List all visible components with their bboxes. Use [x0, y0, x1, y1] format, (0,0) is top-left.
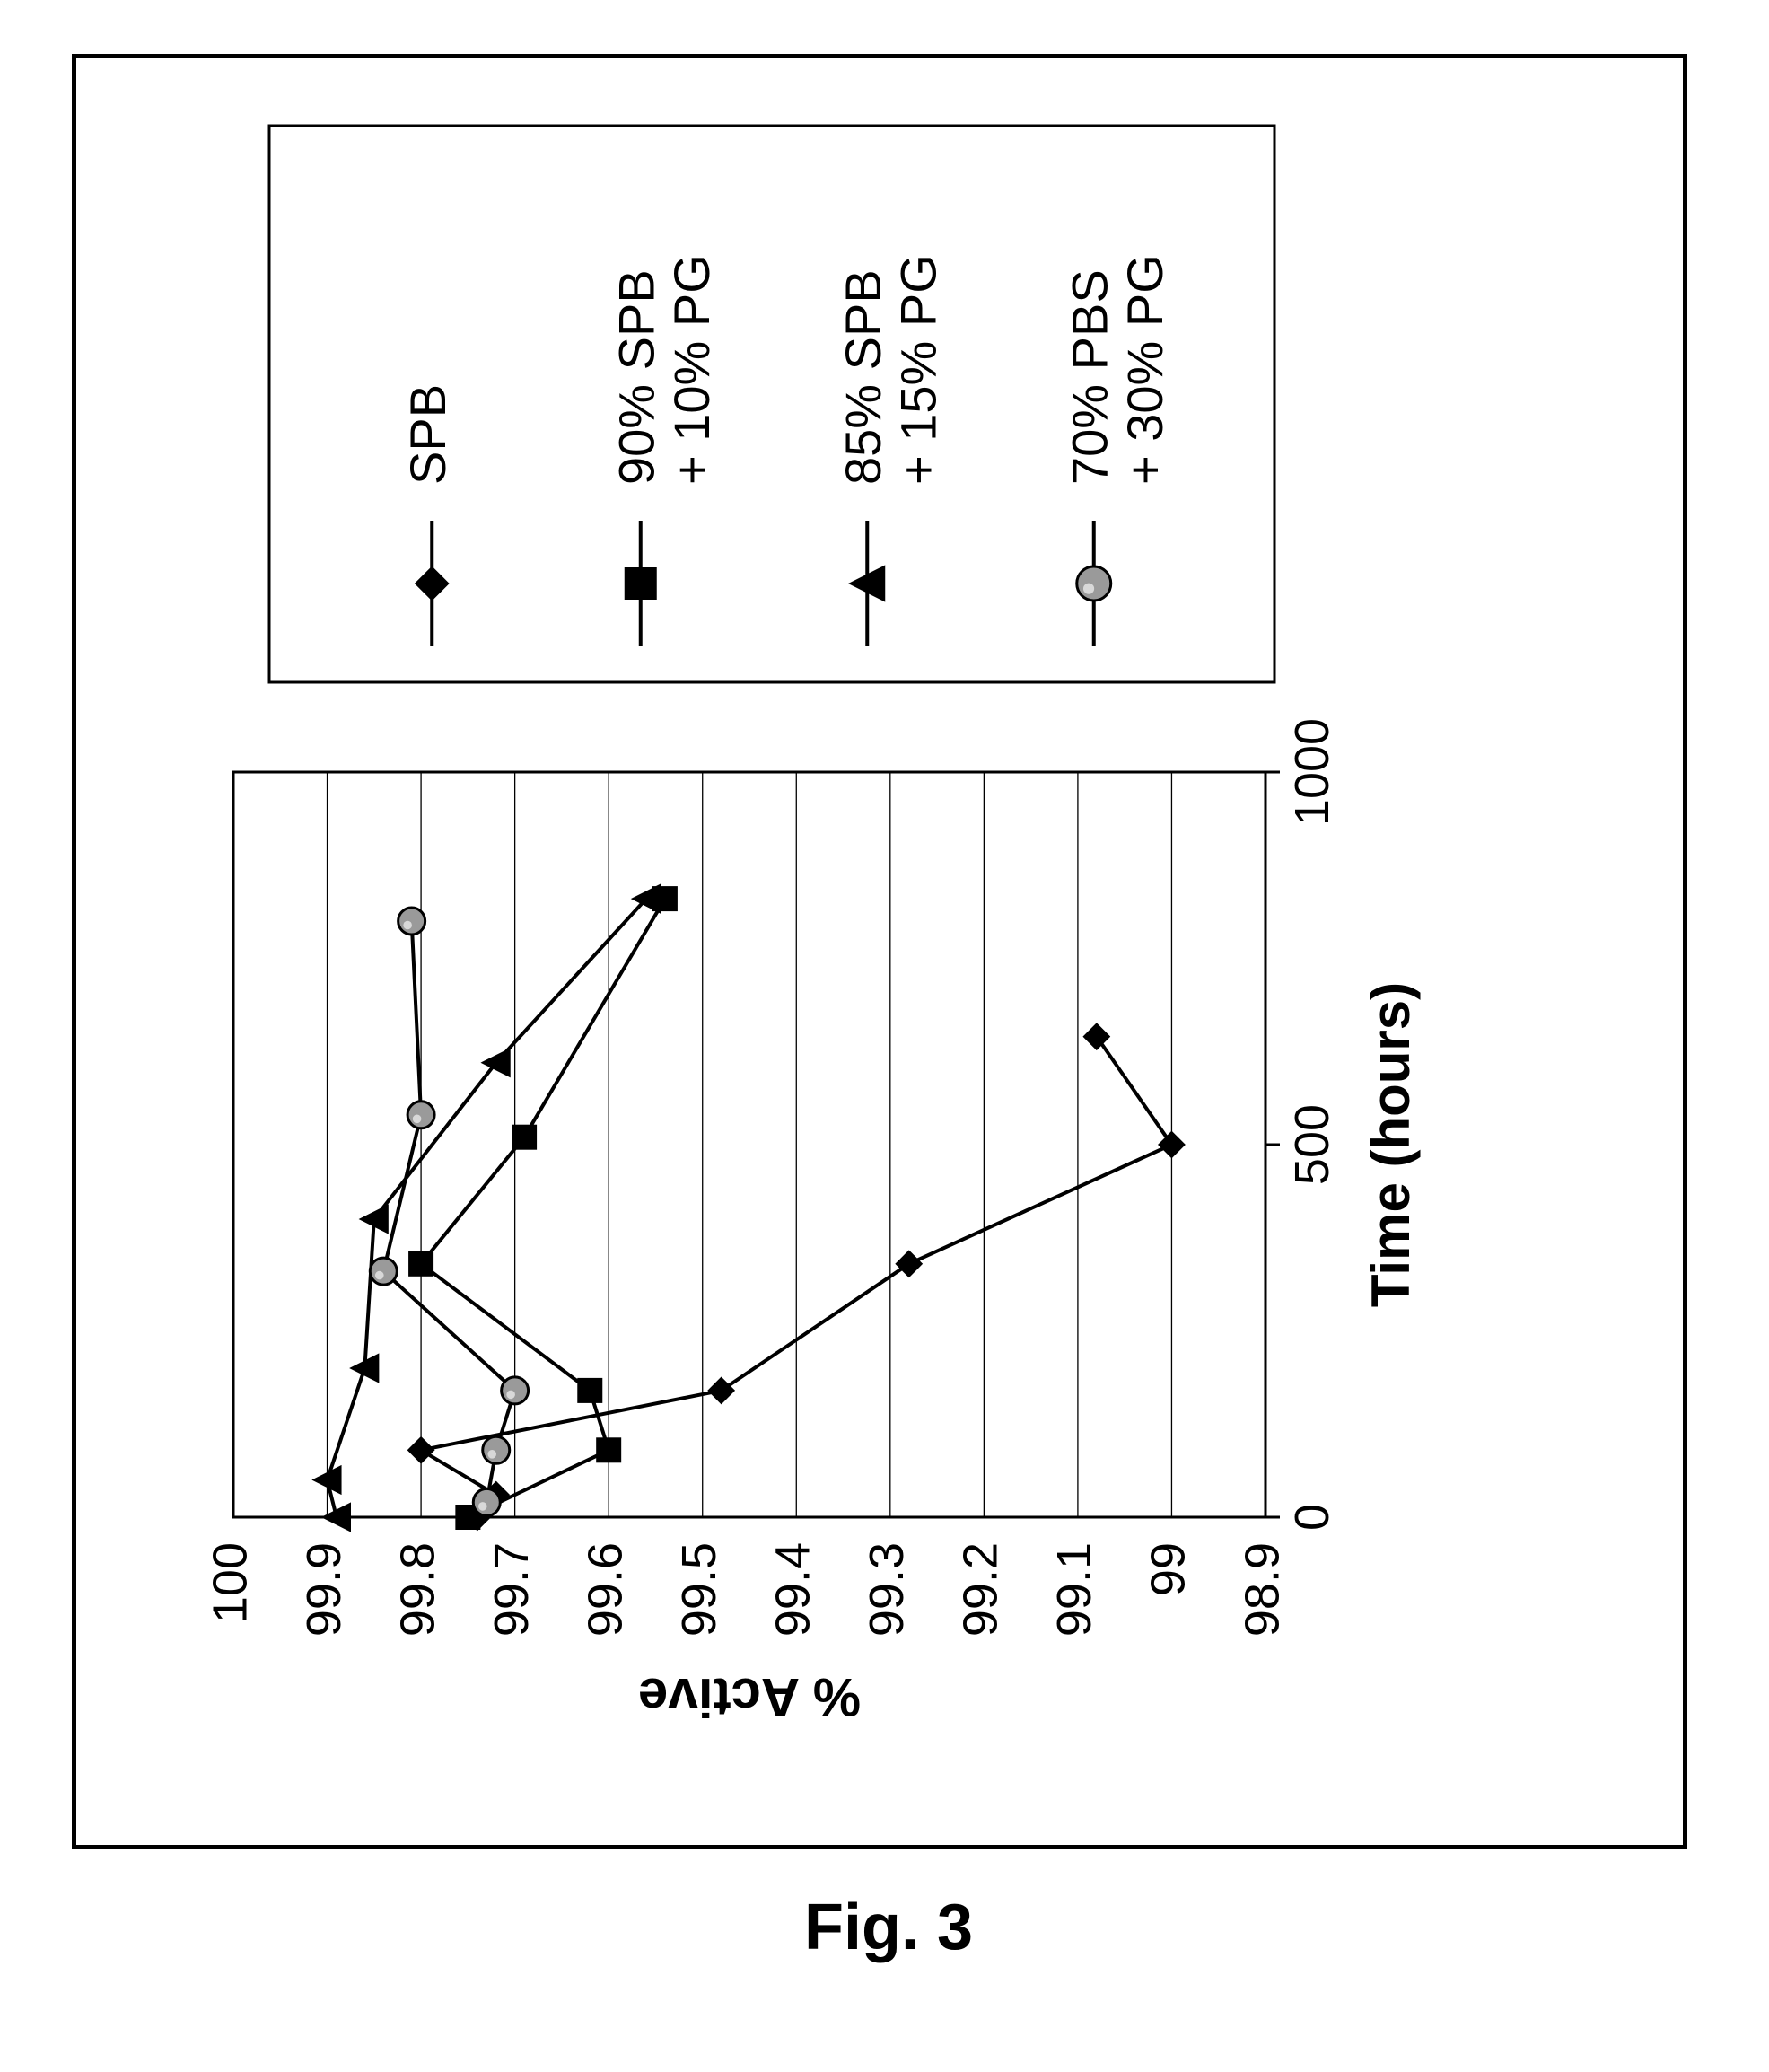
svg-text:0: 0	[1285, 1504, 1339, 1531]
svg-text:99.1: 99.1	[1047, 1542, 1101, 1637]
svg-text:500: 500	[1285, 1104, 1339, 1185]
rotated-chart-wrapper: 98.9 99 99.1 99.2 99.3 99.4 99.5 99.6 99.7 99.8 99…	[117, 99, 1642, 1804]
svg-text:99.3: 99.3	[860, 1542, 914, 1637]
svg-text:100: 100	[203, 1542, 257, 1623]
svg-text:1000: 1000	[1285, 718, 1339, 826]
page: 98.9 99 99.1 99.2 99.3 99.4 99.5 99.6 99.7 99.8 99…	[0, 0, 1769, 2072]
legend: SPB 90% SPB+ 10% PG 85% SPB+ 15% PG 70% PBS…	[269, 126, 1274, 682]
svg-text:99: 99	[1142, 1542, 1195, 1596]
svg-text:+ 30% PG: + 30% PG	[1117, 254, 1173, 485]
svg-text:99.4: 99.4	[766, 1542, 820, 1637]
svg-text:98.9: 98.9	[1235, 1542, 1289, 1637]
svg-text:99.6: 99.6	[578, 1542, 632, 1637]
chart-container: 98.9 99 99.1 99.2 99.3 99.4 99.5 99.6 99.7 99.8 99…	[171, 90, 1467, 1751]
x-axis-label: Time (hours)	[1361, 982, 1421, 1307]
svg-text:+ 10% PG: + 10% PG	[663, 254, 720, 485]
svg-text:99.7: 99.7	[485, 1542, 539, 1637]
svg-text:70% PBS: 70% PBS	[1062, 269, 1118, 485]
figure-caption: Fig. 3	[36, 1891, 1741, 1964]
figure-frame: 98.9 99 99.1 99.2 99.3 99.4 99.5 99.6 99.7 99.8 99…	[72, 54, 1687, 1849]
svg-text:99.9: 99.9	[297, 1542, 351, 1637]
svg-text:SPB: SPB	[399, 384, 456, 485]
svg-text:90% SPB: 90% SPB	[609, 269, 665, 485]
svg-text:+ 15% PG: + 15% PG	[890, 254, 947, 485]
svg-text:99.8: 99.8	[390, 1542, 444, 1637]
y-axis-label: % Active	[638, 1667, 861, 1727]
svg-text:99.2: 99.2	[954, 1542, 1008, 1637]
svg-text:99.5: 99.5	[672, 1542, 726, 1637]
svg-text:85% SPB: 85% SPB	[835, 269, 891, 485]
line-chart: 98.9 99 99.1 99.2 99.3 99.4 99.5 99.6 99.7 99.8 99…	[171, 90, 1463, 1751]
